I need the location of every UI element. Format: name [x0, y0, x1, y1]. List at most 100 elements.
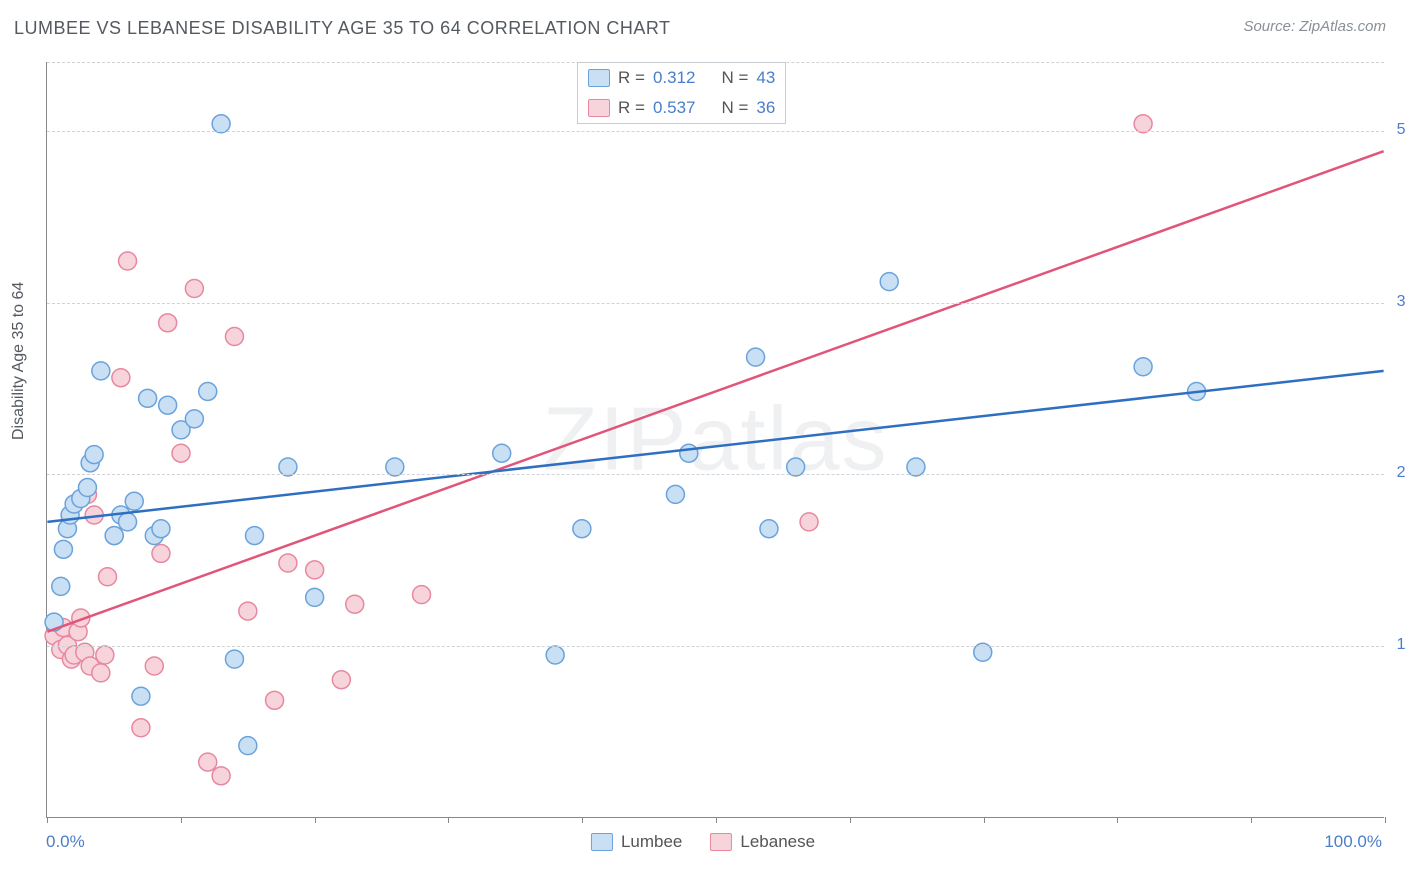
lumbee-point — [199, 382, 217, 400]
chart-svg — [47, 62, 1384, 817]
x-tick — [1385, 817, 1386, 823]
lumbee-point — [306, 588, 324, 606]
chart-title: LUMBEE VS LEBANESE DISABILITY AGE 35 TO … — [14, 18, 671, 39]
lebanese-point — [96, 646, 114, 664]
lumbee-point — [225, 650, 243, 668]
lumbee-point — [386, 458, 404, 476]
lebanese-point — [800, 513, 818, 531]
lumbee-point — [139, 389, 157, 407]
lumbee-swatch — [591, 833, 613, 851]
lumbee-point — [92, 362, 110, 380]
lebanese-point — [185, 280, 203, 298]
x-tick — [315, 817, 316, 823]
lumbee-point — [132, 687, 150, 705]
lumbee-point — [573, 520, 591, 538]
legend-item-lumbee: Lumbee — [591, 832, 682, 852]
lebanese-point — [239, 602, 257, 620]
lumbee-point — [680, 444, 698, 462]
lebanese-point — [152, 544, 170, 562]
lumbee-point — [246, 527, 264, 545]
lumbee-point — [78, 479, 96, 497]
lebanese-point — [306, 561, 324, 579]
lumbee-point — [760, 520, 778, 538]
lumbee-point — [1134, 358, 1152, 376]
y-tick-label: 50.0% — [1397, 121, 1406, 139]
x-tick — [448, 817, 449, 823]
lumbee-point — [52, 577, 70, 595]
lebanese-point — [266, 691, 284, 709]
x-tick — [1117, 817, 1118, 823]
lumbee-n-value: 43 — [756, 68, 775, 88]
r-label: R = — [618, 98, 645, 118]
lebanese-point — [99, 568, 117, 586]
lumbee-point — [493, 444, 511, 462]
legend-item-lebanese: Lebanese — [710, 832, 815, 852]
lumbee-point — [546, 646, 564, 664]
x-tick — [850, 817, 851, 823]
lumbee-point — [185, 410, 203, 428]
x-axis-start-label: 0.0% — [46, 832, 85, 852]
lebanese-point — [332, 671, 350, 689]
lumbee-point — [666, 485, 684, 503]
grid-line — [47, 131, 1384, 132]
lebanese-r-value: 0.537 — [653, 98, 696, 118]
series-legend: Lumbee Lebanese — [591, 832, 815, 852]
lebanese-point — [346, 595, 364, 613]
lumbee-point — [239, 737, 257, 755]
lumbee-swatch — [588, 69, 610, 87]
lumbee-point — [85, 446, 103, 464]
lebanese-point — [279, 554, 297, 572]
lebanese-swatch — [588, 99, 610, 117]
y-axis-title: Disability Age 35 to 64 — [10, 282, 28, 440]
lumbee-point — [907, 458, 925, 476]
lumbee-point — [279, 458, 297, 476]
lumbee-point — [880, 273, 898, 291]
plot-area: ZIPatlas R = 0.312 N = 43 R = 0.537 N = … — [46, 62, 1384, 818]
r-label: R = — [618, 68, 645, 88]
grid-line — [47, 474, 1384, 475]
y-tick-label: 37.5% — [1397, 293, 1406, 311]
lebanese-swatch — [710, 833, 732, 851]
lebanese-point — [172, 444, 190, 462]
x-tick — [47, 817, 48, 823]
lumbee-point — [119, 513, 137, 531]
y-tick-label: 12.5% — [1397, 636, 1406, 654]
chart-container: LUMBEE VS LEBANESE DISABILITY AGE 35 TO … — [0, 0, 1406, 892]
y-tick-label: 25.0% — [1397, 464, 1406, 482]
lebanese-point — [145, 657, 163, 675]
lebanese-trend-line — [47, 151, 1383, 631]
lumbee-point — [747, 348, 765, 366]
n-label: N = — [721, 98, 748, 118]
lumbee-label: Lumbee — [621, 832, 682, 852]
grid-line — [47, 646, 1384, 647]
legend-row-lebanese: R = 0.537 N = 36 — [578, 93, 785, 123]
lebanese-point — [119, 252, 137, 270]
lebanese-point — [92, 664, 110, 682]
lebanese-point — [225, 328, 243, 346]
lumbee-point — [54, 540, 72, 558]
lebanese-label: Lebanese — [740, 832, 815, 852]
source-attribution: Source: ZipAtlas.com — [1243, 18, 1386, 35]
lebanese-point — [413, 586, 431, 604]
x-tick — [181, 817, 182, 823]
lebanese-point — [199, 753, 217, 771]
lebanese-point — [159, 314, 177, 332]
lumbee-r-value: 0.312 — [653, 68, 696, 88]
lumbee-point — [152, 520, 170, 538]
lebanese-point — [112, 369, 130, 387]
lebanese-point — [212, 767, 230, 785]
lumbee-point — [125, 492, 143, 510]
lebanese-n-value: 36 — [756, 98, 775, 118]
x-tick — [984, 817, 985, 823]
lumbee-point — [105, 527, 123, 545]
lumbee-trend-line — [47, 371, 1383, 522]
lumbee-point — [787, 458, 805, 476]
correlation-legend: R = 0.312 N = 43 R = 0.537 N = 36 — [577, 62, 786, 124]
n-label: N = — [721, 68, 748, 88]
lumbee-point — [159, 396, 177, 414]
grid-line — [47, 303, 1384, 304]
legend-row-lumbee: R = 0.312 N = 43 — [578, 63, 785, 93]
x-axis-end-label: 100.0% — [1324, 832, 1382, 852]
x-tick — [1251, 817, 1252, 823]
lebanese-point — [132, 719, 150, 737]
